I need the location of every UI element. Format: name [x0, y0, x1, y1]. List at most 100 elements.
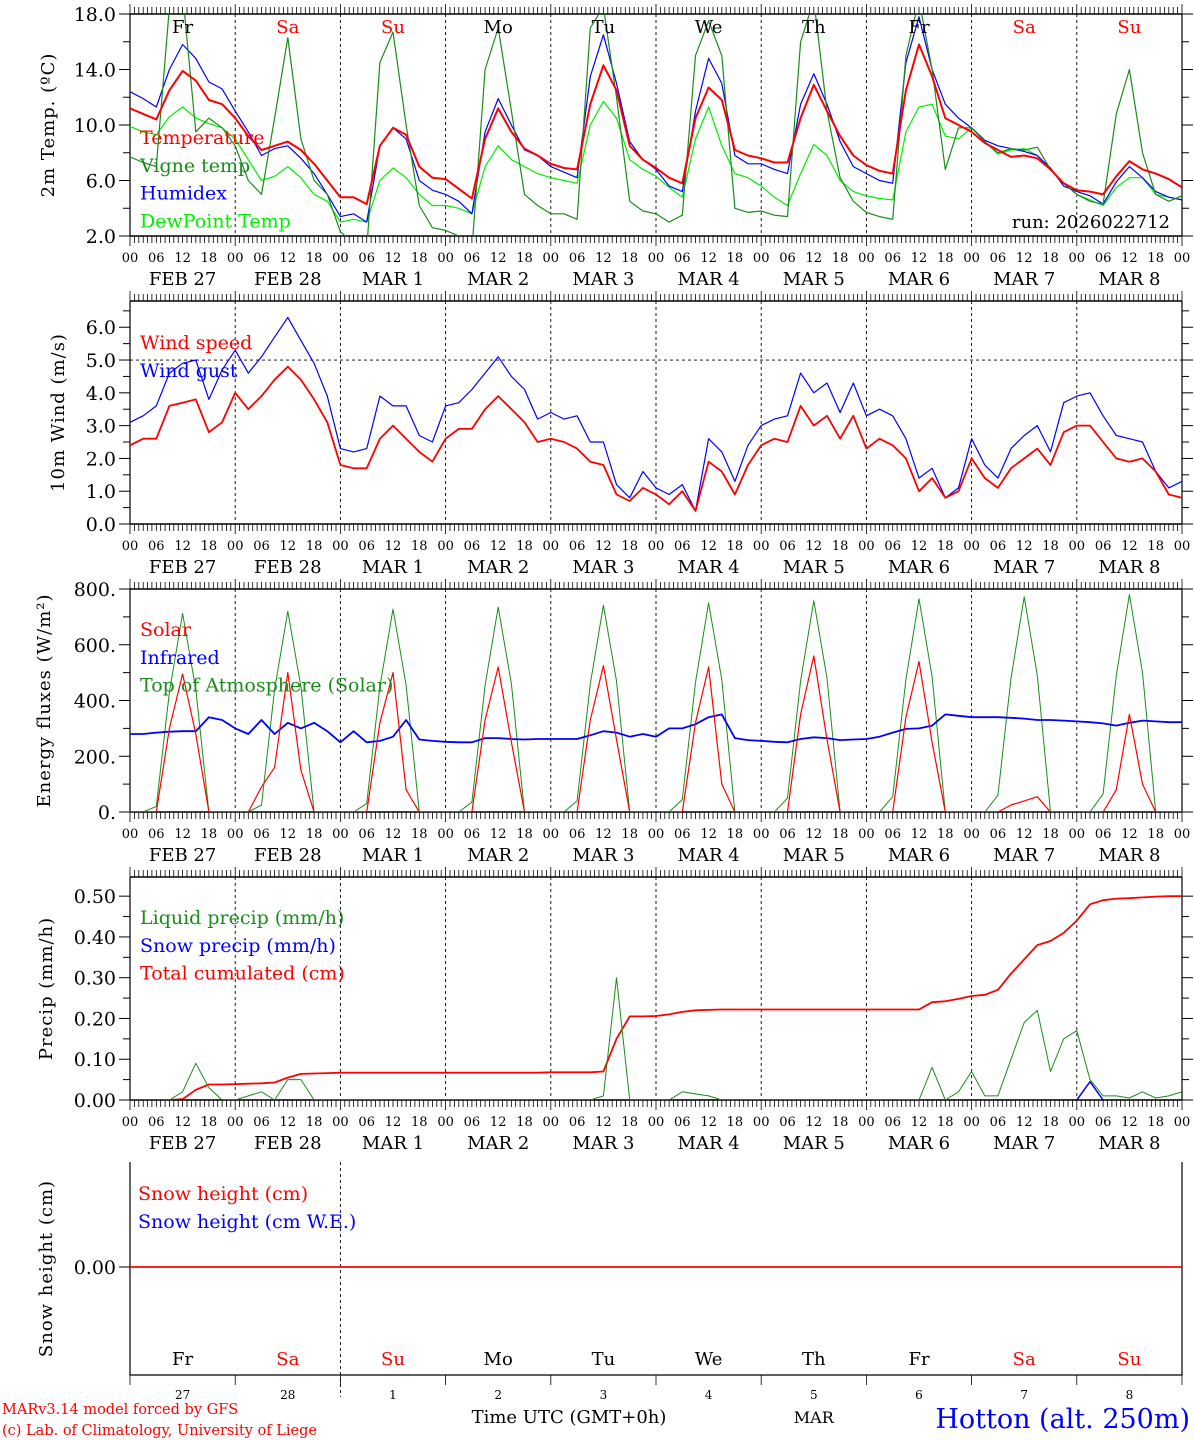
hour-tick-label: 18 — [516, 827, 533, 842]
series-group — [130, 895, 1182, 1100]
date-label: MAR 7 — [993, 1133, 1055, 1154]
hour-tick-label: 00 — [332, 251, 349, 266]
model-credit: MARv3.14 model forced by GFS — [2, 1402, 238, 1418]
hour-tick-label: 12 — [174, 827, 191, 842]
date-label: MAR 2 — [467, 269, 529, 290]
y-tick-label: 0.40 — [74, 927, 116, 949]
series-line-total-cumulated-cm- — [130, 895, 1182, 1100]
weekday-label: Th — [802, 1349, 826, 1370]
hour-tick-label: 00 — [1174, 1115, 1191, 1130]
hour-tick-label: 12 — [1121, 251, 1138, 266]
y-tick-label: 3.0 — [86, 416, 116, 438]
legend-entry: Snow height (cm) — [138, 1183, 308, 1205]
hour-tick-label: 12 — [595, 251, 612, 266]
hour-tick-label: 06 — [464, 539, 481, 554]
hour-tick-label: 00 — [227, 1115, 244, 1130]
series-line-temperature — [130, 43, 1182, 206]
date-label: MAR 1 — [362, 557, 424, 578]
x-axis-title: Time UTC (GMT+0h) — [472, 1407, 667, 1428]
hour-tick-label: 00 — [963, 1115, 980, 1130]
month-label: MAR — [794, 1408, 835, 1427]
series-line-snow-precip-mm-h- — [130, 1080, 1182, 1100]
series-line-wind-speed — [130, 365, 1182, 512]
hour-tick-label: 12 — [911, 539, 928, 554]
hour-tick-label: 18 — [1042, 251, 1059, 266]
hour-tick-label: 12 — [280, 251, 297, 266]
y-axis-title: 2m Temp. (ºC) — [38, 53, 59, 198]
date-number: 4 — [705, 1388, 713, 1402]
hour-tick-label: 00 — [753, 1115, 770, 1130]
hour-tick-label: 18 — [306, 827, 323, 842]
date-label: MAR 1 — [362, 1133, 424, 1154]
weekday-label: Sa — [276, 17, 299, 38]
hour-tick-label: 00 — [1069, 827, 1086, 842]
date-label: FEB 27 — [149, 269, 216, 290]
hour-tick-label: 06 — [569, 827, 586, 842]
hour-tick-label: 12 — [911, 251, 928, 266]
y-axis-title: 10m Wind (m/s) — [48, 333, 69, 492]
series-group — [130, 316, 1182, 512]
date-label: MAR 4 — [678, 557, 740, 578]
date-label: MAR 4 — [678, 1133, 740, 1154]
hour-tick-label: 12 — [1121, 827, 1138, 842]
date-label: MAR 6 — [888, 845, 950, 866]
date-label: MAR 1 — [362, 269, 424, 290]
date-label: MAR 6 — [888, 557, 950, 578]
date-label: MAR 4 — [678, 845, 740, 866]
series-line-infrared — [130, 713, 1182, 744]
series-group — [130, 14, 1182, 236]
weekday-label: Mo — [484, 1349, 513, 1370]
hour-tick-label: 18 — [832, 827, 849, 842]
hour-tick-label: 18 — [937, 539, 954, 554]
hour-tick-label: 06 — [569, 1115, 586, 1130]
date-label: MAR 8 — [1098, 845, 1160, 866]
hour-tick-label: 18 — [832, 1115, 849, 1130]
hour-tick-label: 00 — [963, 539, 980, 554]
hour-tick-label: 18 — [621, 251, 638, 266]
hour-tick-label: 00 — [332, 539, 349, 554]
hour-tick-label: 00 — [963, 251, 980, 266]
date-label: MAR 4 — [678, 269, 740, 290]
date-label: MAR 8 — [1098, 557, 1160, 578]
y-axis-title: Precip (mm/h) — [36, 917, 57, 1060]
hour-tick-label: 00 — [543, 1115, 560, 1130]
hour-tick-label: 18 — [727, 1115, 744, 1130]
hour-tick-label: 18 — [306, 1115, 323, 1130]
hour-tick-label: 18 — [411, 539, 428, 554]
hour-tick-label: 00 — [543, 827, 560, 842]
hour-tick-label: 12 — [700, 827, 717, 842]
y-tick-label: 0.20 — [74, 1008, 116, 1030]
hour-tick-label: 18 — [411, 1115, 428, 1130]
date-label: MAR 1 — [362, 845, 424, 866]
hour-tick-label: 06 — [884, 827, 901, 842]
date-label: MAR 8 — [1098, 1133, 1160, 1154]
hour-tick-label: 00 — [332, 1115, 349, 1130]
date-label: FEB 28 — [254, 1133, 321, 1154]
date-label: MAR 3 — [572, 557, 634, 578]
hour-tick-label: 06 — [464, 827, 481, 842]
series-line-humidex — [130, 16, 1182, 223]
hour-tick-label: 18 — [201, 251, 218, 266]
y-tick-label: 2.0 — [86, 226, 116, 248]
legend-entry: Solar — [140, 619, 192, 641]
hour-tick-label: 00 — [648, 251, 665, 266]
weekday-label: Su — [381, 17, 405, 38]
legend-entry: Total cumulated (cm) — [140, 963, 345, 985]
hour-tick-label: 06 — [779, 827, 796, 842]
hour-tick-label: 06 — [1095, 1115, 1112, 1130]
hour-tick-label: 12 — [806, 251, 823, 266]
hour-tick-label: 18 — [306, 251, 323, 266]
weekday-label: Tu — [592, 17, 616, 38]
hour-tick-label: 06 — [674, 827, 691, 842]
hour-tick-label: 18 — [201, 539, 218, 554]
hour-tick-label: 06 — [1095, 251, 1112, 266]
station-title: Hotton (alt. 250m) — [935, 1404, 1190, 1435]
hour-tick-label: 12 — [280, 827, 297, 842]
hour-tick-label: 12 — [385, 251, 402, 266]
date-label: FEB 27 — [149, 557, 216, 578]
hour-tick-label: 00 — [437, 827, 454, 842]
hour-tick-label: 18 — [832, 539, 849, 554]
panel-5: Fr 27 Sa 28 Su 1 Mo 2 Tu 3 We 4 Th 5 Fr 6 Sa 7 Su 8 MAR Time … — [36, 1162, 1183, 1428]
hour-ticks — [129, 579, 1183, 822]
